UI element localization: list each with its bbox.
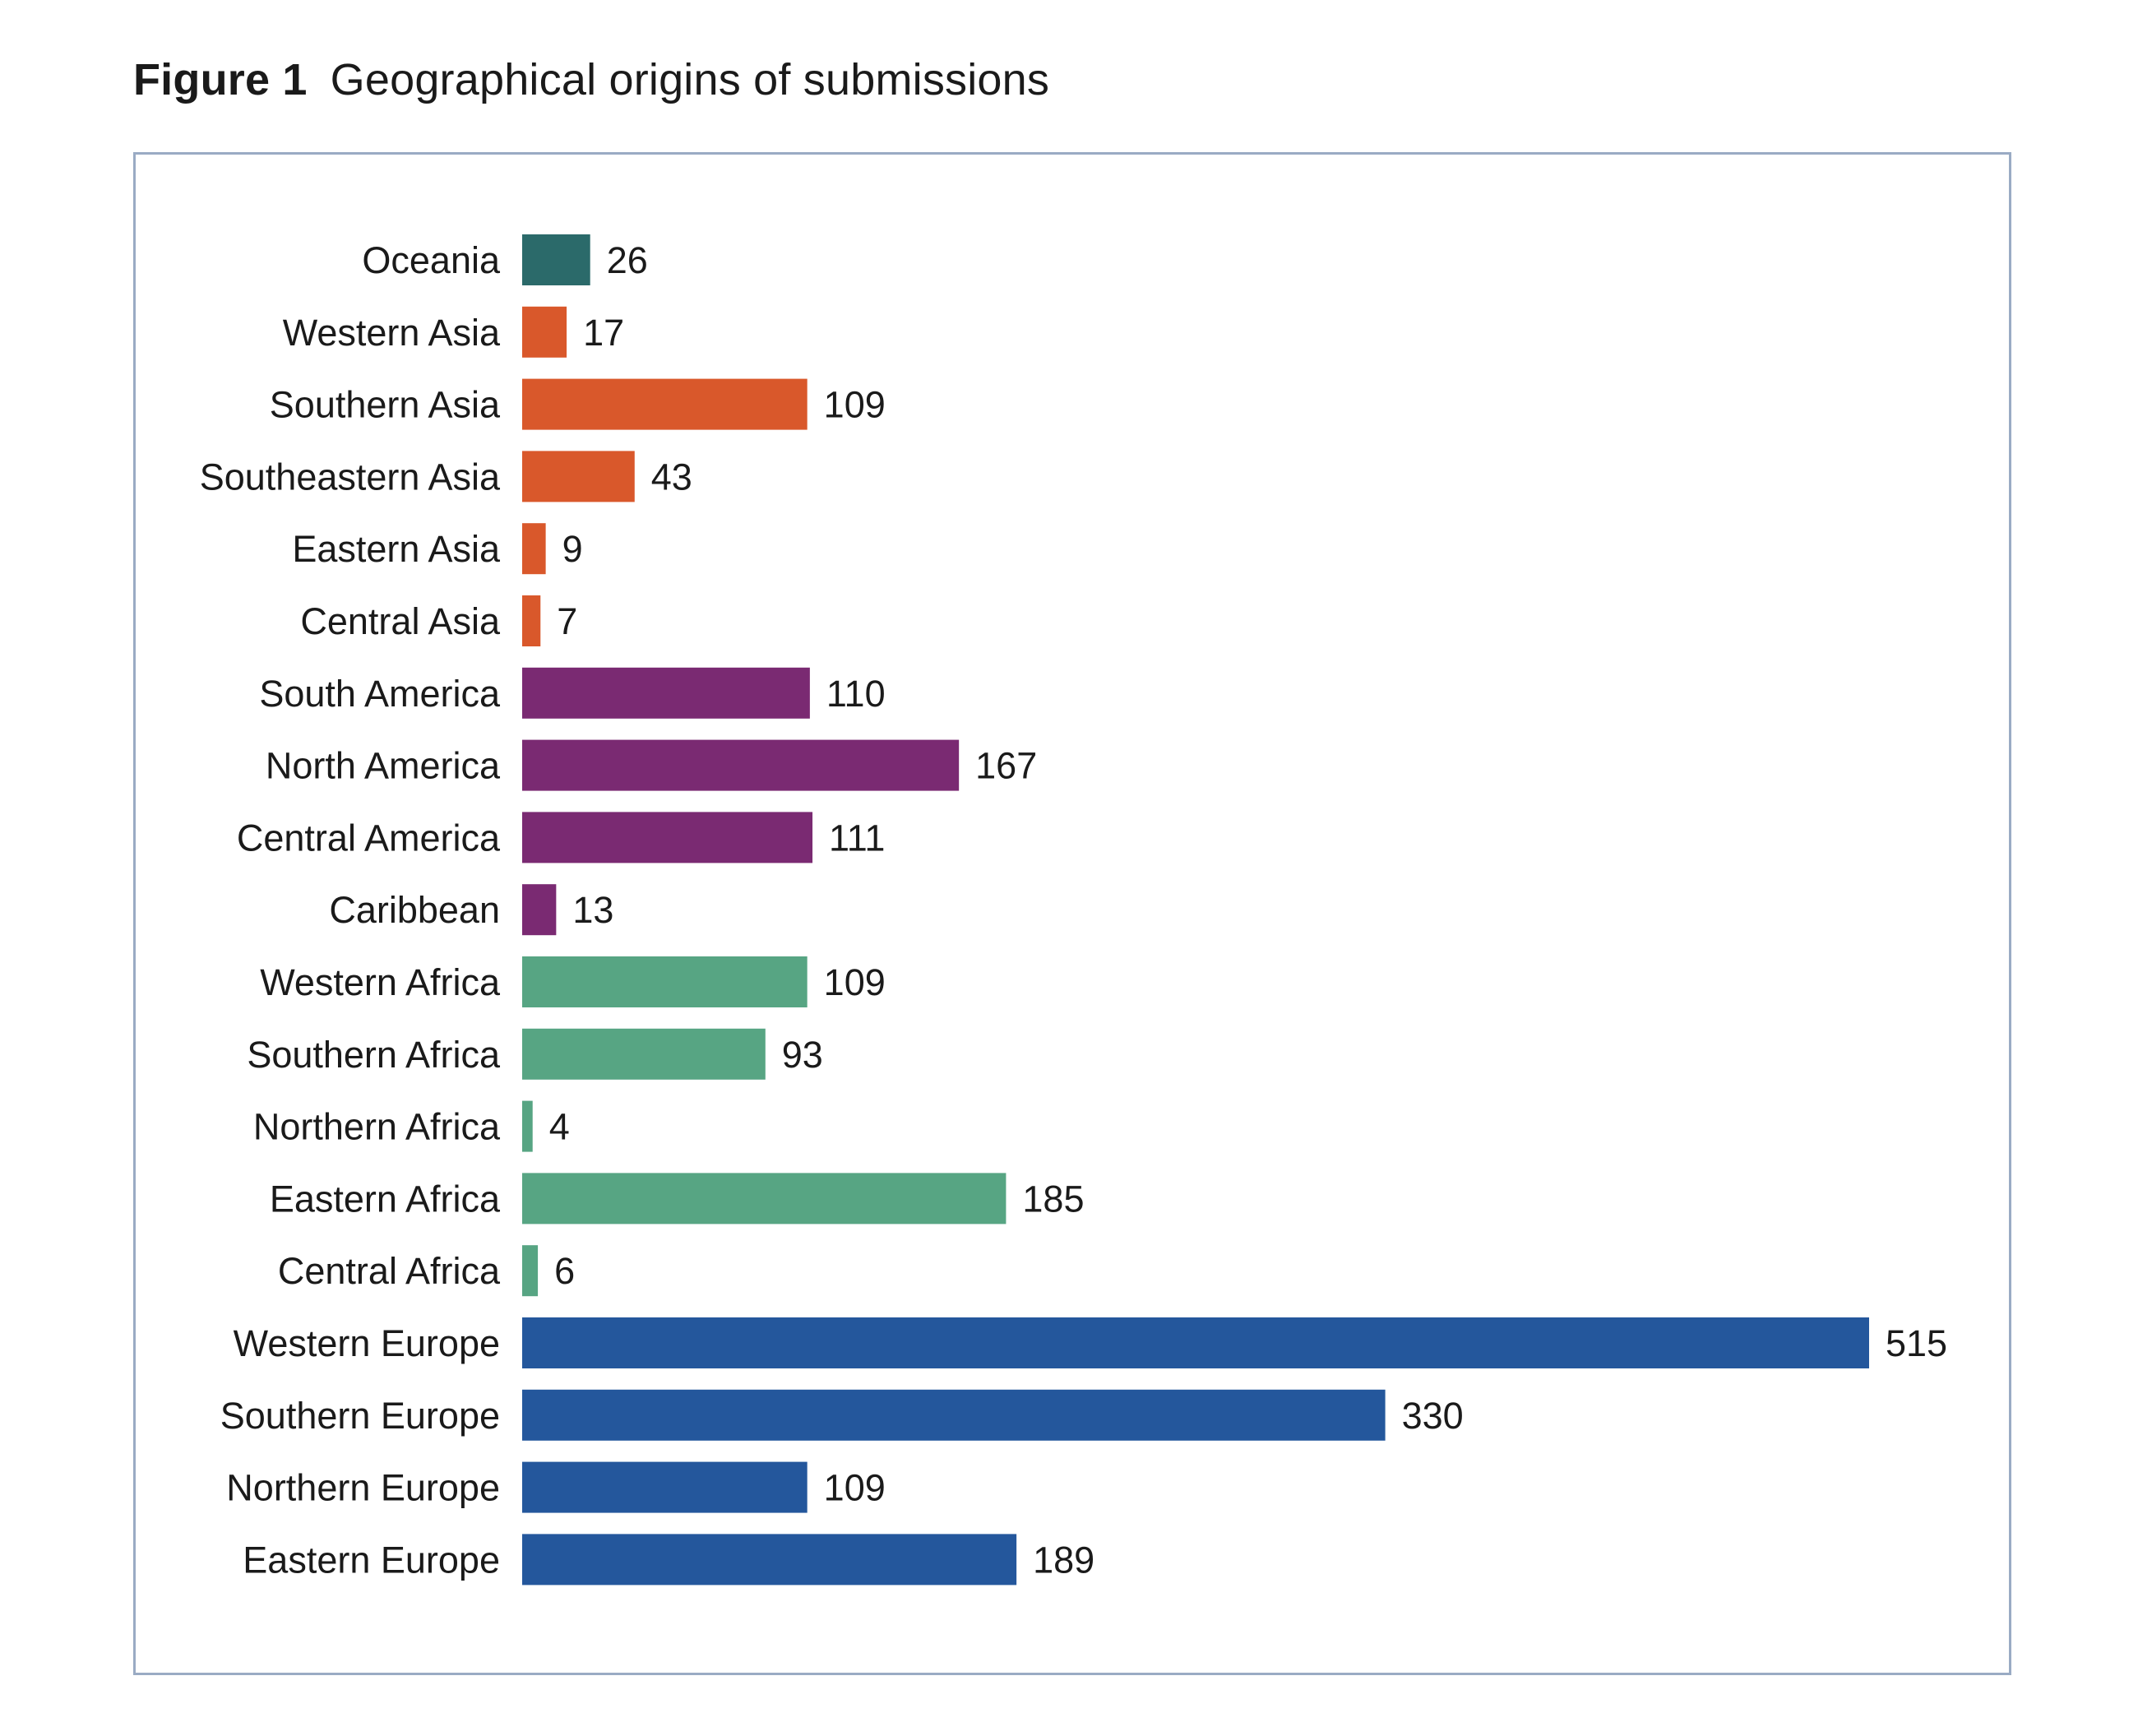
value-label-southern-asia: 109: [824, 384, 886, 426]
bar-central-america: [522, 812, 813, 863]
value-label-central-america: 111: [829, 817, 885, 859]
bar-western-africa: [522, 956, 808, 1007]
bar-southern-asia: [522, 378, 808, 430]
category-label-southeastern-asia: Southeastern Asia: [200, 456, 501, 498]
bar-south-america: [522, 667, 810, 719]
bar-western-asia: [522, 306, 567, 358]
category-label-southern-africa: Southern Africa: [247, 1034, 501, 1076]
bar-southern-europe: [522, 1389, 1386, 1441]
category-label-southern-asia: Southern Asia: [270, 384, 501, 426]
bar-eastern-africa: [522, 1173, 1007, 1224]
category-label-central-asia: Central Asia: [300, 600, 501, 642]
category-labels: Oceania Western Asia Southern Asia Southeas…: [200, 239, 501, 1581]
value-label-northern-africa: 4: [549, 1106, 570, 1148]
bar-central-africa: [522, 1245, 539, 1297]
value-label-southern-africa: 93: [782, 1034, 823, 1076]
bar-western-europe: [522, 1317, 1869, 1368]
figure-title: Figure 1 Geographical origins of submissi…: [133, 51, 1049, 109]
category-label-southern-europe: Southern Europe: [220, 1395, 500, 1437]
value-label-central-africa: 6: [554, 1250, 575, 1292]
bar-eastern-asia: [522, 523, 546, 575]
bar-oceania: [522, 234, 590, 285]
figure-caption: Geographical origins of submissions: [330, 55, 1050, 104]
value-label-eastern-africa: 185: [1022, 1178, 1084, 1220]
value-label-southeastern-asia: 43: [651, 456, 692, 498]
category-label-oceania: Oceania: [362, 239, 501, 281]
value-label-north-america: 167: [975, 745, 1037, 787]
value-label-western-africa: 109: [824, 961, 886, 1003]
bars: [522, 234, 1869, 1586]
bar-southern-africa: [522, 1028, 766, 1080]
value-label-south-america: 110: [826, 673, 886, 715]
category-label-eastern-europe: Eastern Europe: [243, 1539, 500, 1581]
figure-label: Figure 1: [133, 55, 308, 104]
bar-eastern-europe: [522, 1534, 1017, 1586]
bar-chart: Oceania Western Asia Southern Asia Southeas…: [200, 234, 1947, 1586]
category-label-northern-africa: Northern Africa: [253, 1106, 501, 1148]
category-label-eastern-asia: Eastern Asia: [292, 528, 501, 570]
value-label-southern-europe: 330: [1402, 1395, 1464, 1437]
category-label-western-asia: Western Asia: [283, 312, 501, 354]
value-label-western-europe: 515: [1886, 1322, 1947, 1364]
value-label-caribbean: 13: [572, 889, 613, 931]
category-label-western-africa: Western Africa: [260, 961, 501, 1003]
bar-north-america: [522, 739, 960, 791]
category-label-caribbean: Caribbean: [329, 889, 500, 931]
value-label-northern-europe: 109: [824, 1467, 886, 1509]
category-label-north-america: North America: [266, 745, 501, 787]
bar-northern-europe: [522, 1461, 808, 1513]
bar-northern-africa: [522, 1100, 533, 1152]
value-label-eastern-europe: 189: [1033, 1539, 1094, 1581]
value-label-eastern-asia: 9: [562, 528, 583, 570]
bar-central-asia: [522, 595, 541, 646]
value-label-central-asia: 7: [557, 600, 577, 642]
category-label-central-africa: Central Africa: [278, 1250, 501, 1292]
bar-southeastern-asia: [522, 451, 635, 502]
category-label-western-europe: Western Europe: [234, 1322, 500, 1364]
category-label-northern-europe: Northern Europe: [226, 1467, 500, 1509]
category-label-eastern-africa: Eastern Africa: [270, 1178, 501, 1220]
category-label-south-america: South America: [259, 673, 501, 715]
value-label-oceania: 26: [607, 239, 648, 281]
bar-caribbean: [522, 884, 557, 936]
value-label-western-asia: 17: [583, 312, 624, 354]
category-label-central-america: Central America: [237, 817, 501, 859]
chart-frame: Oceania Western Asia Southern Asia Southeas…: [133, 152, 2011, 1675]
value-labels: 2617109439711016711113109934185651533010…: [549, 239, 1947, 1581]
